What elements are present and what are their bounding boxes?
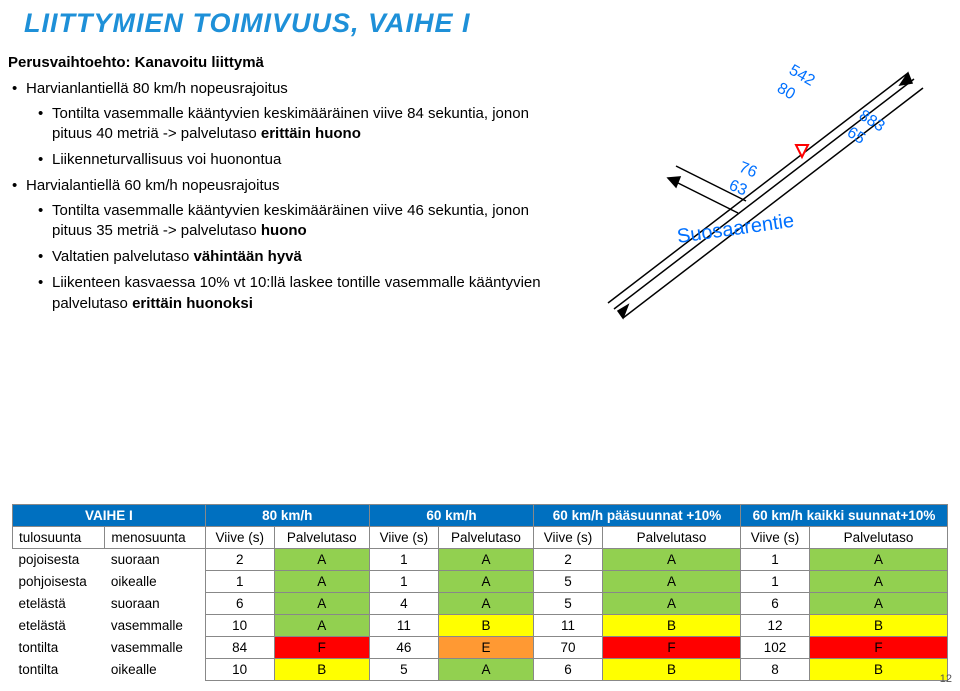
map-diagram: 542 80 883 65 76 63 Suosaarentie (568, 53, 960, 320)
table-row: pojoisestasuoraan2A1A2A1A (13, 549, 948, 571)
svg-text:80: 80 (774, 80, 798, 104)
table-row: tontiltaoikealle10B5A6B8B (13, 659, 948, 681)
results-table: VAIHE I 80 km/h 60 km/h 60 km/h pääsuunn… (12, 504, 948, 681)
table-header-sub: tulosuunta menosuunta Viive (s)Palveluta… (13, 527, 948, 549)
table-row: etelästäsuoraan6A4A5A6A (13, 593, 948, 615)
bullet-item: Harvialantiellä 60 km/h nopeusrajoitusTo… (8, 176, 568, 314)
table-row: pohjoisestaoikealle1A1A5A1A (13, 571, 948, 593)
sub-bullet-item: Liikenneturvallisuus voi huonontua (26, 150, 568, 170)
bullet-list: Harvianlantiellä 80 km/h nopeusrajoitusT… (8, 79, 568, 314)
table-body: pojoisestasuoraan2A1A2A1Apohjoisestaoike… (13, 549, 948, 681)
intersection-map: 542 80 883 65 76 63 Suosaarentie (568, 33, 948, 333)
page-number: 12 (940, 673, 952, 685)
content-row: Perusvaihtoehto: Kanavoitu liittymä Harv… (0, 53, 960, 320)
table-header-groups: VAIHE I 80 km/h 60 km/h 60 km/h pääsuunn… (13, 505, 948, 527)
sub-bullet-item: Tontilta vasemmalle kääntyvien keskimäär… (26, 104, 568, 145)
svg-text:76: 76 (737, 159, 760, 181)
subheading: Perusvaihtoehto: Kanavoitu liittymä (8, 53, 568, 73)
table-row: tontiltavasemmalle84F46E70F102F (13, 637, 948, 659)
flow-labels: 542 80 883 65 76 63 Suosaarentie (676, 62, 888, 248)
sub-bullet-item: Tontilta vasemmalle kääntyvien keskimäär… (26, 201, 568, 242)
sub-bullet-item: Valtatien palvelutaso vähintään hyvä (26, 247, 568, 267)
svg-text:65: 65 (844, 124, 868, 148)
results-table-area: VAIHE I 80 km/h 60 km/h 60 km/h pääsuunn… (12, 504, 948, 681)
table-vaihe-cell: VAIHE I (13, 505, 206, 527)
text-column: Perusvaihtoehto: Kanavoitu liittymä Harv… (8, 53, 568, 320)
bullet-item: Harvianlantiellä 80 km/h nopeusrajoitusT… (8, 79, 568, 170)
svg-text:63: 63 (727, 177, 750, 199)
table-row: etelästävasemmalle10A11B11B12B (13, 615, 948, 637)
sub-bullet-item: Liikenteen kasvaessa 10% vt 10:llä laske… (26, 273, 568, 314)
